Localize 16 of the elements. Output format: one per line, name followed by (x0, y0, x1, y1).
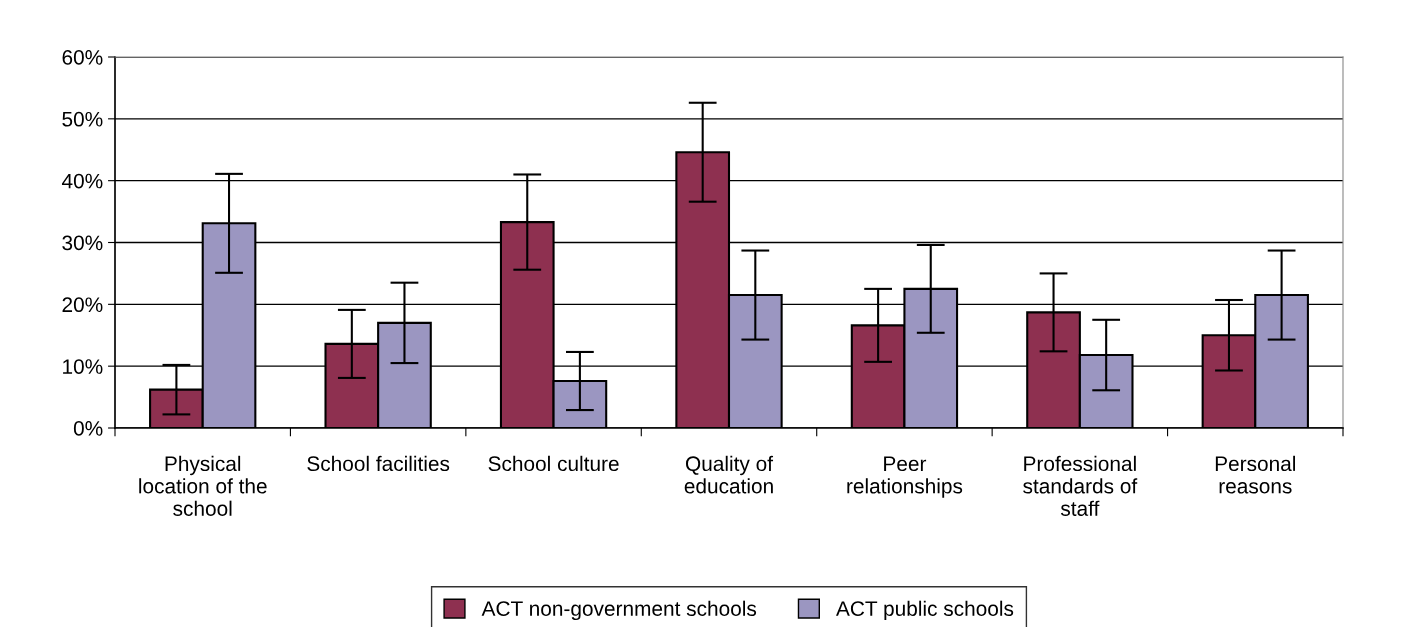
y-tick-label: 50% (62, 111, 103, 127)
y-tick-label: 30% (62, 235, 103, 251)
x-tick-label: Quality of education (684, 455, 774, 494)
y-tick-label: 10% (63, 359, 103, 374)
x-tick-label: School facilities (307, 455, 450, 472)
y-tick-label: 60% (62, 50, 103, 65)
y-tick-label: 40% (61, 173, 103, 189)
x-tick-label: Peer relationships (847, 456, 963, 498)
legend-label: ACT non-government schools (481, 600, 757, 621)
y-tick-label: 20% (62, 297, 103, 313)
x-tick-label: Physical location of the school (139, 455, 267, 516)
legend-label: ACT public schools (836, 600, 1014, 621)
x-tick-label: School culture (488, 455, 619, 472)
x-tick-label: Personal reasons (1215, 455, 1296, 494)
x-tick-label: Professional standards of staff (1023, 455, 1138, 516)
y-tick-label: 0% (73, 421, 103, 436)
